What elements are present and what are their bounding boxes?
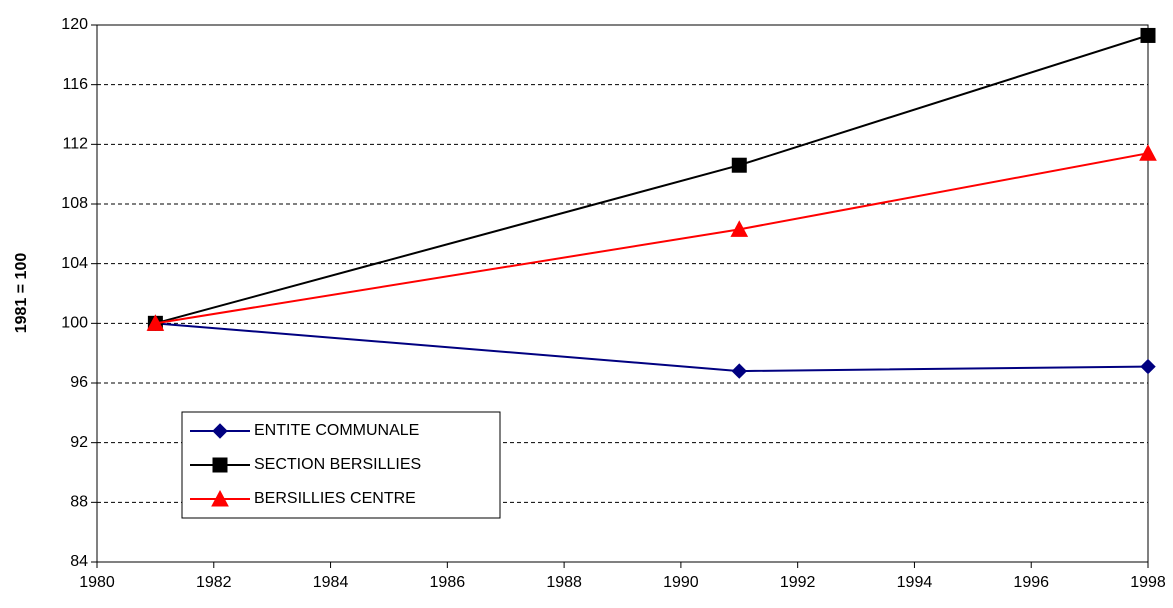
- marker: [731, 363, 747, 379]
- x-tick-label: 1990: [663, 574, 699, 591]
- y-tick-label: 104: [61, 255, 88, 272]
- marker: [731, 157, 747, 173]
- y-tick-label: 120: [61, 16, 88, 33]
- y-tick-label: 112: [62, 136, 88, 153]
- x-tick-label: 1984: [313, 574, 349, 591]
- marker: [212, 457, 228, 473]
- y-axis-label: 1981 = 100: [13, 253, 30, 334]
- legend-box: [181, 411, 501, 519]
- y-tick-label: 108: [61, 195, 88, 212]
- marker: [1140, 27, 1156, 43]
- x-tick-label: 1980: [79, 574, 115, 591]
- x-tick-label: 1992: [780, 574, 816, 591]
- plot-frame: [96, 24, 1149, 563]
- marker: [212, 423, 228, 439]
- legend-label: BERSILLIES CENTRE: [254, 490, 416, 507]
- x-tick-label: 1998: [1130, 574, 1166, 591]
- y-tick-label: 96: [70, 374, 88, 391]
- series-line: [155, 322, 1149, 373]
- marker: [211, 489, 229, 507]
- x-tick-label: 1986: [430, 574, 466, 591]
- y-tick-label: 92: [70, 434, 88, 451]
- x-tick-label: 1996: [1013, 574, 1049, 591]
- y-tick-label: 116: [62, 76, 88, 93]
- marker: [730, 220, 749, 237]
- x-tick-label: 1994: [897, 574, 933, 591]
- y-tick-label: 100: [61, 315, 88, 332]
- y-tick-label: 84: [70, 553, 88, 570]
- legend-label: SECTION BERSILLIES: [254, 456, 421, 473]
- marker: [1140, 358, 1156, 375]
- series-line: [155, 152, 1149, 325]
- marker: [146, 314, 165, 331]
- legend: ENTITE COMMUNALE SECTION BERSILLIES BERSIL…: [181, 411, 501, 519]
- x-tick-label: 1988: [546, 574, 582, 591]
- x-tick-label: 1982: [196, 574, 232, 591]
- y-tick-label: 88: [70, 494, 88, 511]
- legend-label: ENTITE COMMUNALE: [254, 422, 419, 439]
- series-line: [155, 34, 1149, 325]
- marker: [1139, 144, 1157, 161]
